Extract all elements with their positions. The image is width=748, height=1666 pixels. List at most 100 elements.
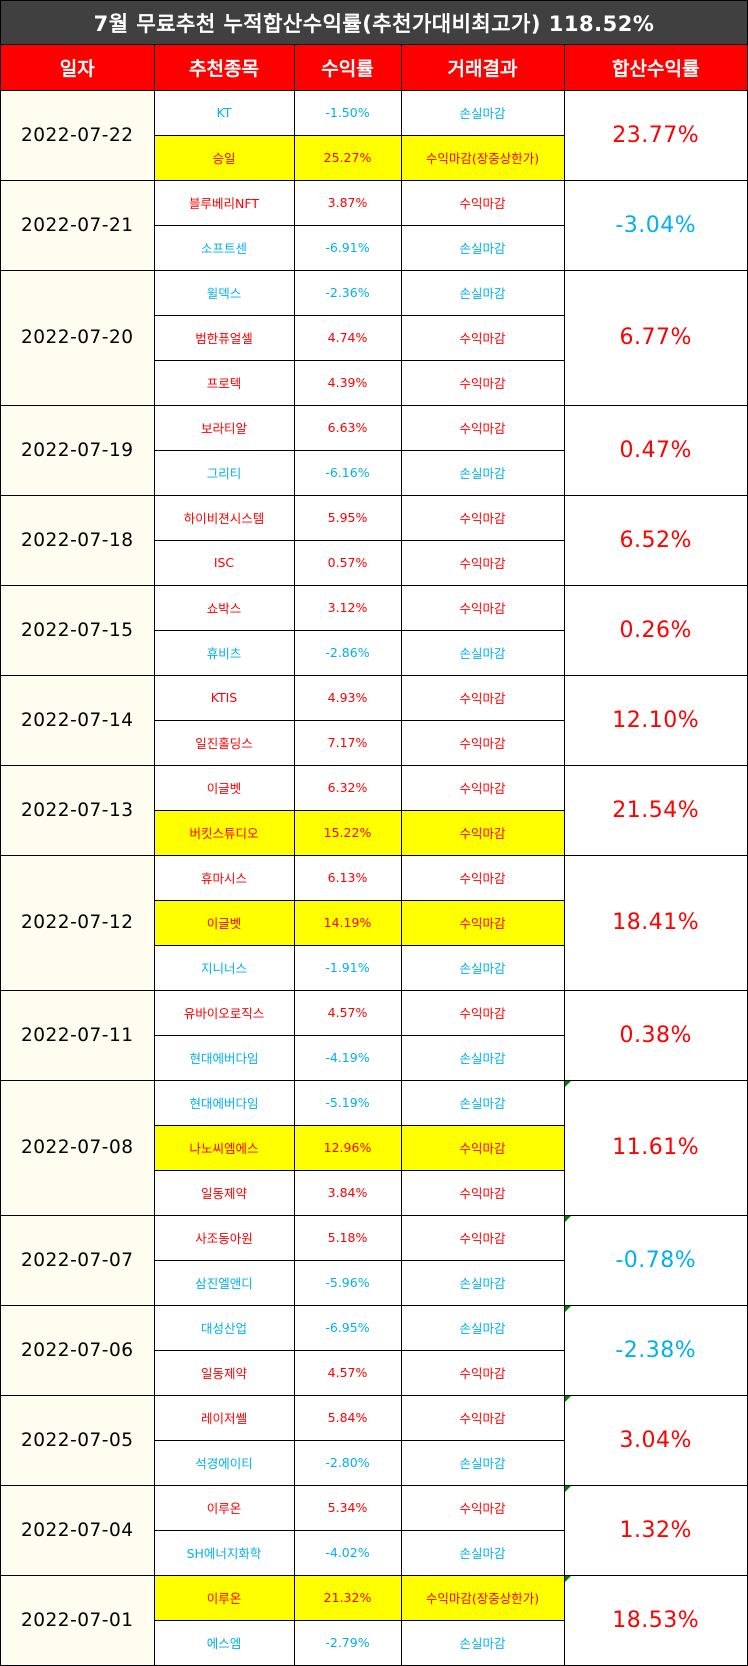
total-return-cell: 18.41% [563,854,747,991]
header-stock: 추천종목 [153,45,295,91]
table-row: 일동제약 3.84% 수익마감 [1,1169,747,1216]
table-row: 2022-07-15 쇼박스 3.12% 수익마감 0.26% [1,584,747,676]
result-cell: 손실마감 [400,1259,565,1306]
stock-cell: 블루베리NFT [153,179,295,226]
table-row: 이글벳 14.19% 수익마감 [1,899,747,946]
total-return-cell: 12.10% [563,674,747,766]
table-row: 2022-07-11 유바이오로직스 4.57% 수익마감 0.38% [1,989,747,1081]
stock-cell: 일동제약 [153,1169,295,1216]
table-row: 2022-07-22 KT -1.50% 손실마감 23.77% [1,89,747,181]
stock-cell: 윌덱스 [153,269,295,316]
result-cell: 손실마감 [400,629,565,676]
result-cell: 수익마감 [400,1214,565,1261]
return-cell: 6.13% [293,854,402,901]
stock-cell: 석경에이티 [153,1439,295,1486]
result-cell: 수익마감 [400,1169,565,1216]
header-date: 일자 [1,45,155,91]
total-return-cell: 0.26% [563,584,747,676]
result-cell: 손실마감 [400,1034,565,1081]
header-row: 일자 추천종목 수익률 거래결과 합산수익률 [1,45,747,91]
total-return-value: -0.78% [615,1247,697,1273]
return-cell: 4.74% [293,314,402,361]
returns-table: 일자 추천종목 수익률 거래결과 합산수익률 2022-07-22 KT -1.50… [1,45,747,1666]
stock-cell: 현대에버다임 [153,1034,295,1081]
stock-cell: 이글벳 [153,899,295,946]
result-cell: 수익마감 [400,899,565,946]
table-row: 일동제약 4.57% 수익마감 [1,1349,747,1396]
date-cell: 2022-07-05 [1,1394,155,1486]
table-row: 2022-07-14 KTIS 4.93% 수익마감 12.10% [1,674,747,766]
comment-marker-icon [564,1575,571,1582]
total-return-cell: 21.54% [563,764,747,856]
header-return: 수익률 [293,45,402,91]
total-return-cell: -3.04% [563,179,747,271]
stock-cell: 하이비젼시스템 [153,494,295,541]
total-return-value: 3.04% [619,1427,692,1453]
total-return-value: -2.38% [615,1337,697,1363]
stock-cell: KT [153,89,295,136]
return-cell: 14.19% [293,899,402,946]
stock-cell: 현대에버다임 [153,1079,295,1126]
date-cell: 2022-07-08 [1,1079,155,1216]
total-return-cell: 6.52% [563,494,747,586]
header-result: 거래결과 [400,45,565,91]
stock-cell: 프로텍 [153,359,295,406]
result-cell: 수익마감 [400,1484,565,1531]
return-cell: -6.95% [293,1304,402,1351]
return-cell: 3.12% [293,584,402,631]
stock-cell: 버킷스튜디오 [153,809,295,856]
return-cell: 21.32% [293,1574,402,1621]
table-row: 2022-07-05 레이저쎌 5.84% 수익마감 3.04% [1,1394,747,1486]
table-row: 나노씨엠에스 12.96% 수익마감 [1,1124,747,1171]
date-cell: 2022-07-06 [1,1304,155,1396]
table-row: 지니너스 -1.91% 손실마감 [1,944,747,991]
total-return-cell: 0.47% [563,404,747,496]
return-cell: -2.80% [293,1439,402,1486]
result-cell: 수익마감 [400,674,565,721]
total-return-cell: 23.77% [563,89,747,181]
result-cell: 수익마감 [400,539,565,586]
stock-cell: 휴비츠 [153,629,295,676]
date-cell: 2022-07-04 [1,1484,155,1576]
return-cell: -1.91% [293,944,402,991]
date-cell: 2022-07-14 [1,674,155,766]
table-row: 프로텍 4.39% 수익마감 [1,359,747,406]
return-cell: 6.32% [293,764,402,811]
total-return-value: 0.26% [619,617,692,643]
return-cell: 5.18% [293,1214,402,1261]
total-return-cell: 6.77% [563,269,747,406]
stock-cell: 삼진엘앤디 [153,1259,295,1306]
date-cell: 2022-07-20 [1,269,155,406]
comment-marker-icon [564,1395,571,1402]
comment-marker-icon [564,1485,571,1492]
table-row: 2022-07-12 휴마시스 6.13% 수익마감 18.41% [1,854,747,991]
result-cell: 수익마감 [400,359,565,406]
result-cell: 수익마감(장중상한가) [400,1574,565,1621]
table-row: 소프트센 -6.91% 손실마감 [1,224,747,271]
stock-cell: 승일 [153,134,295,181]
stock-cell: 에스엠 [153,1619,295,1665]
stock-cell: 사조동아원 [153,1214,295,1261]
result-cell: 손실마감 [400,269,565,316]
result-cell: 수익마감 [400,854,565,901]
return-cell: 7.17% [293,719,402,766]
return-cell: 3.84% [293,1169,402,1216]
date-cell: 2022-07-19 [1,404,155,496]
table-row: 2022-07-18 하이비젼시스템 5.95% 수익마감 6.52% [1,494,747,586]
table-row: 에스엠 -2.79% 손실마감 [1,1619,747,1665]
table-row: 2022-07-01 이루온 21.32% 수익마감(장중상한가) 18.53% [1,1574,747,1666]
date-cell: 2022-07-13 [1,764,155,856]
table-row: 삼진엘앤디 -5.96% 손실마감 [1,1259,747,1306]
total-return-cell: 0.38% [563,989,747,1081]
total-return-cell: 1.32% [563,1484,747,1576]
date-cell: 2022-07-12 [1,854,155,991]
date-cell: 2022-07-21 [1,179,155,271]
stock-cell: 그리티 [153,449,295,496]
return-cell: 5.34% [293,1484,402,1531]
table-row: 2022-07-19 보라티알 6.63% 수익마감 0.47% [1,404,747,496]
result-cell: 손실마감 [400,449,565,496]
date-cell: 2022-07-11 [1,989,155,1081]
result-cell: 손실마감 [400,1619,565,1665]
result-cell: 손실마감 [400,89,565,136]
